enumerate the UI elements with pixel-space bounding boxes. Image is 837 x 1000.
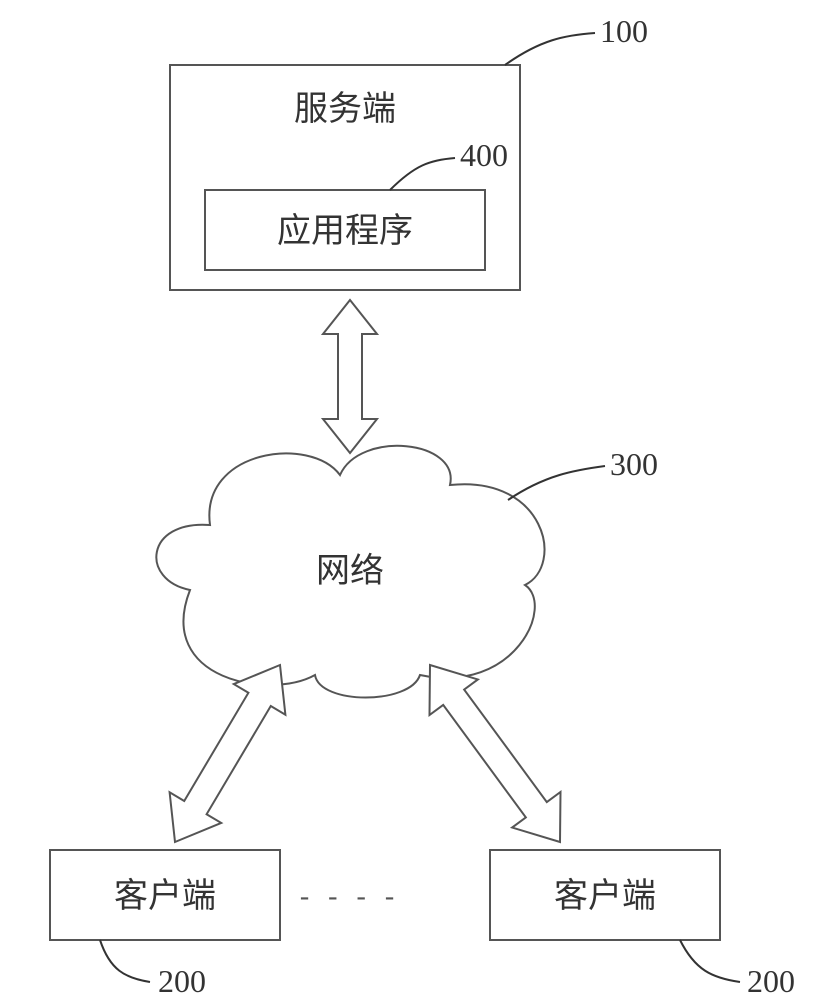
network-label: 网络 — [316, 552, 384, 590]
server-label: 服务端 — [294, 90, 396, 128]
callout-leader — [100, 940, 150, 982]
callout-leader — [505, 33, 595, 65]
callout-number: 400 — [460, 137, 508, 173]
callout-number: 300 — [610, 446, 658, 482]
ellipsis: - - - - — [300, 881, 400, 912]
arrow-network-client-right — [429, 665, 560, 842]
callout-leader — [680, 940, 740, 982]
app-label: 应用程序 — [277, 212, 413, 250]
client-left-label: 客户端 — [114, 877, 216, 915]
callout-number: 100 — [600, 13, 648, 49]
arrow-server-network — [323, 300, 377, 453]
arrow-network-client-left — [170, 665, 286, 842]
callout-leader — [508, 466, 605, 500]
callout-number: 200 — [158, 963, 206, 999]
callout-number: 200 — [747, 963, 795, 999]
callout-leader — [390, 158, 455, 190]
client-right-label: 客户端 — [554, 877, 656, 915]
